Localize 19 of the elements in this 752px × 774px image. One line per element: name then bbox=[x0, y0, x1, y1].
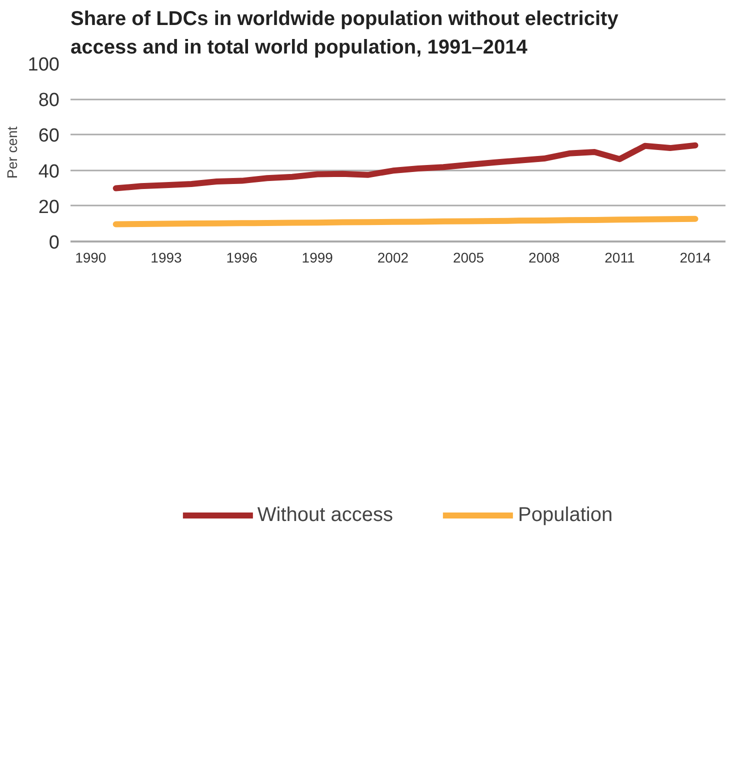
y-axis-title: Per cent bbox=[4, 126, 20, 179]
x-tick-label: 2011 bbox=[604, 250, 635, 266]
x-tick-label: 2008 bbox=[528, 250, 560, 266]
y-tick-label: 80 bbox=[38, 90, 60, 112]
x-tick-label: 2014 bbox=[680, 250, 712, 266]
x-tick-label: 1990 bbox=[75, 250, 106, 266]
x-tick-label: 1999 bbox=[302, 250, 334, 266]
legend-label: Population bbox=[518, 504, 613, 526]
chart-title: Share of LDCs in worldwide population without electricity access and in total world population, 1991–2014 bbox=[70, 8, 620, 58]
legend-label: Without access bbox=[257, 504, 394, 526]
y-tick-label: 20 bbox=[38, 196, 60, 218]
y-tick-label: 0 bbox=[48, 232, 60, 254]
x-tick-label: 1996 bbox=[226, 250, 258, 266]
y-tick-label: 60 bbox=[38, 126, 60, 147]
x-tick-label: 1993 bbox=[150, 250, 182, 266]
x-tick-label: 2005 bbox=[452, 250, 484, 266]
y-tick-label: 40 bbox=[38, 161, 60, 182]
y-tick-label: 100 bbox=[28, 54, 60, 76]
x-tick-label: 2002 bbox=[377, 250, 409, 266]
